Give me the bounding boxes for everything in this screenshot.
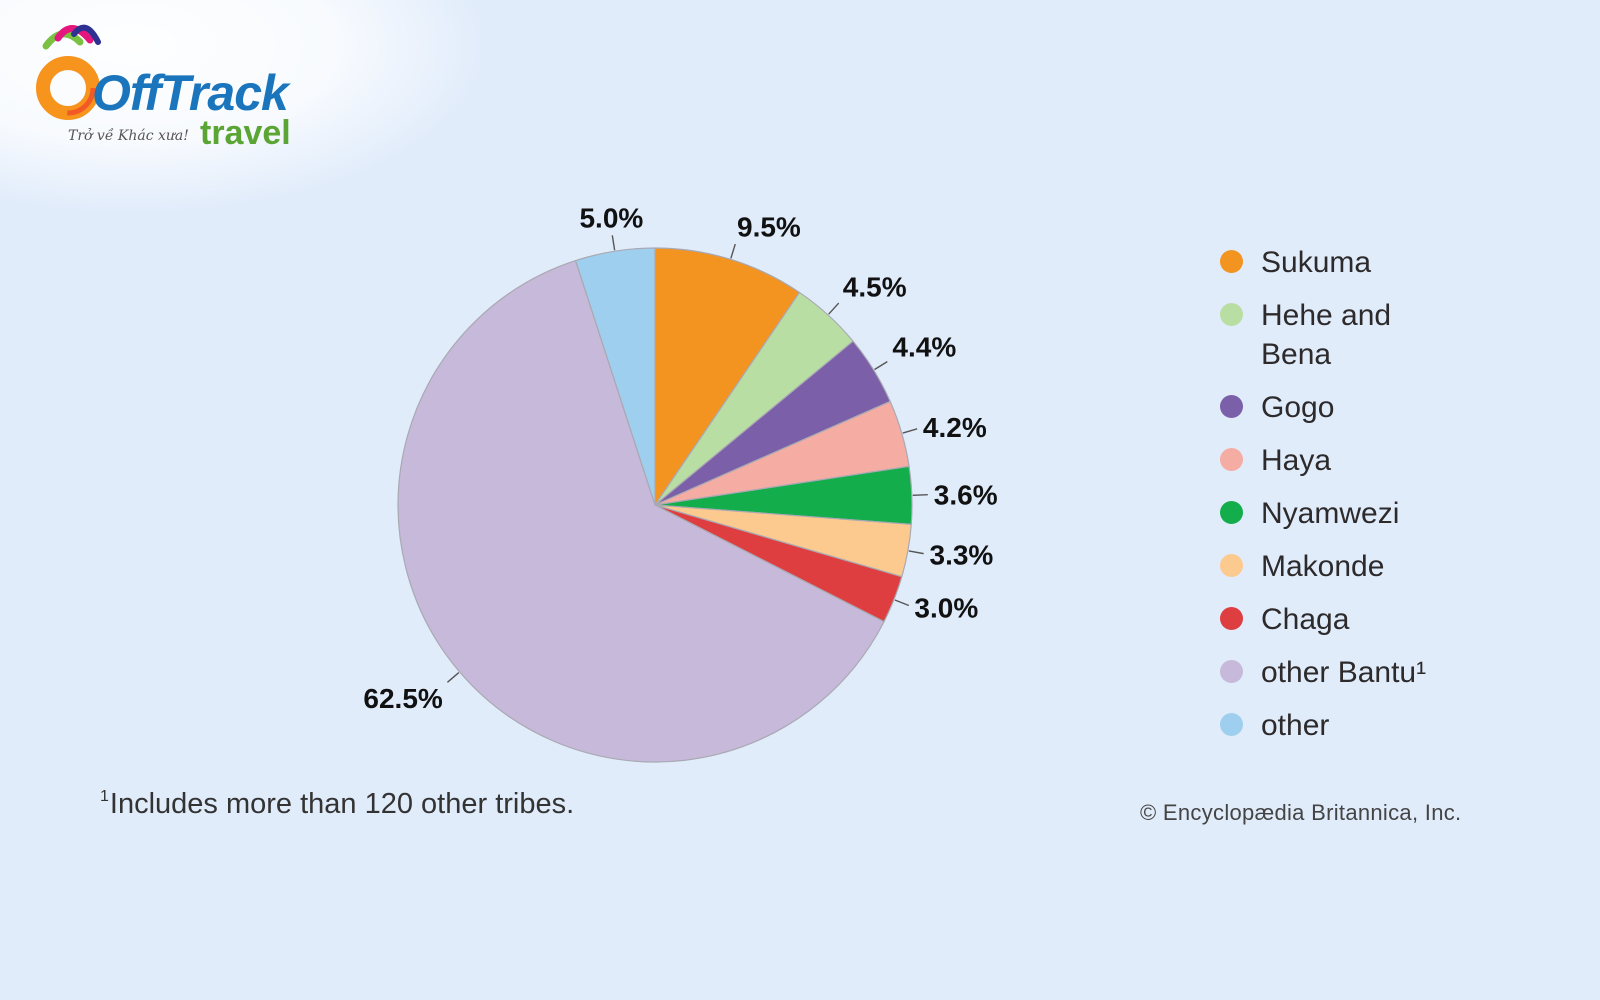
legend-label: Makonde	[1261, 550, 1385, 583]
footnote-text: Includes more than 120 other tribes.	[109, 788, 575, 820]
legend-swatch	[1220, 395, 1243, 418]
svg-text:Trở về Khác xưa!: Trở về Khác xưa!	[68, 127, 189, 144]
legend-swatch	[1220, 448, 1243, 471]
legend-item-7: other Bantu¹	[1220, 653, 1480, 692]
legend-swatch	[1220, 250, 1243, 273]
legend-item-1: Hehe and Bena	[1220, 296, 1480, 374]
data-label-5: 3.3%	[930, 540, 994, 571]
pie-slice-0	[654, 247, 801, 506]
legend: Sukuma Hehe and Bena Gogo Haya Nyamwezi Makon…	[1220, 243, 1480, 759]
footnote-marker: 1	[100, 788, 109, 805]
data-label-2: 4.4%	[892, 332, 956, 363]
legend-item-8: other	[1220, 706, 1480, 745]
legend-swatch	[1220, 303, 1243, 326]
footnote: 1Includes more than 120 other tribes.	[100, 788, 574, 821]
data-label-6: 3.0%	[914, 593, 978, 624]
leader-line-5	[908, 550, 924, 555]
legend-label: Hehe and Bena	[1261, 299, 1392, 371]
leader-line-7	[446, 672, 460, 683]
leader-line-4	[912, 494, 928, 496]
leader-line-6	[894, 599, 910, 607]
legend-item-0: Sukuma	[1220, 243, 1480, 282]
leader-line-2	[874, 361, 888, 371]
data-label-1: 4.5%	[843, 272, 907, 303]
data-label-7: 62.5%	[363, 683, 442, 714]
legend-swatch	[1220, 554, 1243, 577]
legend-item-2: Gogo	[1220, 388, 1480, 427]
copyright: © Encyclopædia Britannica, Inc.	[1140, 800, 1462, 825]
legend-label: Nyamwezi	[1261, 497, 1400, 530]
leader-line-1	[828, 302, 840, 315]
offtrack-travel-logo: OffTrack Trở về Khác xưa! travel	[28, 18, 328, 158]
data-label-0: 9.5%	[737, 211, 801, 242]
legend-label: other Bantu¹	[1261, 656, 1427, 689]
leader-line-3	[902, 428, 918, 434]
svg-text:OffTrack: OffTrack	[92, 65, 291, 121]
legend-label: Gogo	[1261, 391, 1335, 424]
legend-label: Chaga	[1261, 603, 1350, 636]
leader-line-8	[611, 235, 616, 251]
legend-swatch	[1220, 501, 1243, 524]
legend-item-6: Chaga	[1220, 600, 1480, 639]
data-label-8: 5.0%	[579, 202, 643, 233]
legend-swatch	[1220, 607, 1243, 630]
legend-item-5: Makonde	[1220, 547, 1480, 586]
data-label-3: 4.2%	[923, 412, 987, 443]
pie-slice-7	[397, 259, 885, 763]
legend-item-3: Haya	[1220, 441, 1480, 480]
svg-text:travel: travel	[200, 114, 291, 152]
legend-label: Sukuma	[1261, 246, 1372, 279]
legend-item-4: Nyamwezi	[1220, 494, 1480, 533]
data-label-4: 3.6%	[934, 480, 998, 511]
legend-label: other	[1261, 709, 1330, 742]
pie-slice-8	[574, 247, 656, 506]
leader-line-0	[730, 243, 736, 259]
legend-label: Haya	[1261, 444, 1332, 477]
legend-swatch	[1220, 660, 1243, 683]
legend-swatch	[1220, 713, 1243, 736]
